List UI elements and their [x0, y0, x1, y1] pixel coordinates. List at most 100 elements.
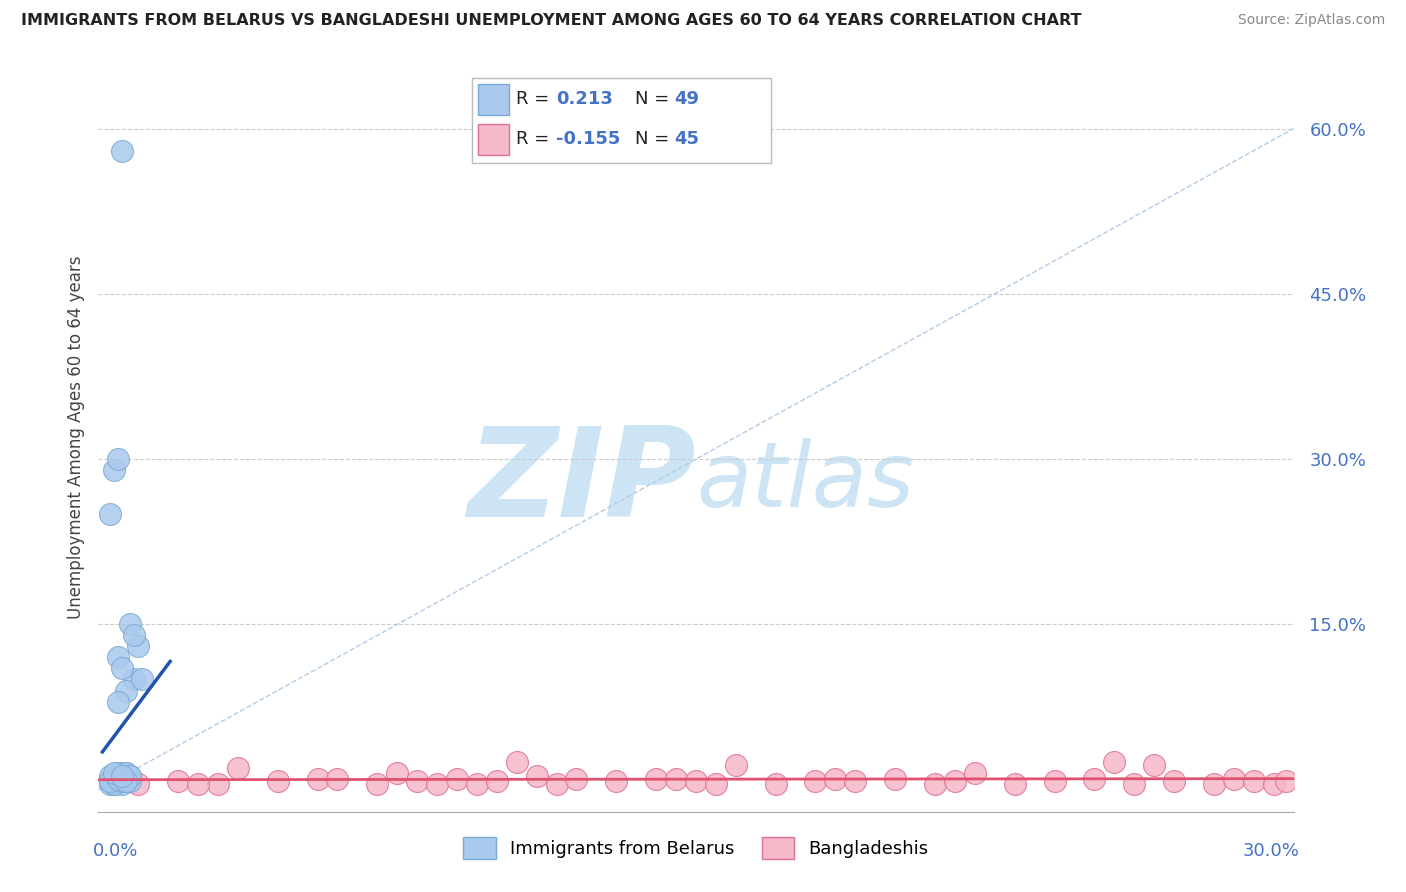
- Point: [1123, 777, 1146, 791]
- Point: [115, 773, 138, 788]
- Point: [884, 772, 907, 786]
- Point: [446, 772, 468, 786]
- Point: [1163, 773, 1185, 788]
- Point: [685, 773, 707, 788]
- Text: atlas: atlas: [696, 438, 914, 526]
- Point: [1083, 772, 1105, 786]
- Text: ZIP: ZIP: [467, 422, 696, 542]
- Point: [107, 769, 129, 783]
- Point: [426, 777, 449, 791]
- Point: [107, 694, 129, 708]
- Point: [103, 777, 125, 791]
- Point: [111, 144, 134, 158]
- Point: [565, 772, 588, 786]
- Point: [963, 766, 986, 780]
- Point: [1104, 755, 1126, 769]
- Point: [120, 617, 142, 632]
- Point: [111, 773, 134, 788]
- Point: [107, 772, 129, 786]
- Point: [111, 769, 134, 783]
- Point: [111, 766, 134, 780]
- Point: [326, 772, 349, 786]
- Point: [115, 683, 138, 698]
- Point: [506, 755, 529, 769]
- Point: [1043, 773, 1066, 788]
- Point: [107, 772, 129, 786]
- Point: [107, 452, 129, 467]
- Point: [115, 766, 138, 780]
- Point: [207, 777, 229, 791]
- Point: [115, 769, 138, 783]
- Point: [187, 777, 209, 791]
- Point: [824, 772, 846, 786]
- Point: [546, 777, 568, 791]
- Point: [107, 773, 129, 788]
- Legend: Immigrants from Belarus, Bangladeshis: Immigrants from Belarus, Bangladeshis: [456, 830, 936, 866]
- Point: [107, 650, 129, 665]
- Point: [1004, 777, 1026, 791]
- Point: [844, 773, 866, 788]
- Point: [111, 769, 134, 783]
- Point: [115, 773, 138, 788]
- Point: [1143, 758, 1166, 772]
- Point: [103, 772, 125, 786]
- Point: [1202, 777, 1225, 791]
- Point: [103, 766, 125, 780]
- Point: [111, 772, 134, 786]
- Point: [103, 773, 125, 788]
- Point: [765, 777, 787, 791]
- Point: [307, 772, 329, 786]
- Y-axis label: Unemployment Among Ages 60 to 64 years: Unemployment Among Ages 60 to 64 years: [66, 255, 84, 619]
- Point: [111, 777, 134, 791]
- Point: [98, 769, 122, 783]
- Point: [127, 640, 149, 654]
- Point: [120, 769, 142, 783]
- Point: [385, 766, 409, 780]
- Point: [127, 777, 149, 791]
- Point: [167, 773, 190, 788]
- Point: [1243, 773, 1265, 788]
- Point: [124, 673, 146, 687]
- Point: [120, 773, 142, 788]
- Point: [704, 777, 727, 791]
- Point: [1274, 773, 1296, 788]
- Point: [485, 773, 508, 788]
- Point: [107, 766, 129, 780]
- Point: [115, 772, 138, 786]
- Point: [526, 769, 548, 783]
- Point: [111, 772, 134, 786]
- Point: [131, 673, 153, 687]
- Point: [724, 758, 747, 772]
- Point: [1263, 777, 1285, 791]
- Point: [124, 628, 146, 642]
- Point: [107, 772, 129, 786]
- Point: [924, 777, 946, 791]
- Point: [111, 661, 134, 675]
- Point: [645, 772, 668, 786]
- Point: [226, 761, 249, 775]
- Point: [107, 772, 129, 786]
- Point: [103, 769, 125, 783]
- Point: [98, 777, 122, 791]
- Point: [665, 772, 688, 786]
- Point: [103, 463, 125, 477]
- Text: IMMIGRANTS FROM BELARUS VS BANGLADESHI UNEMPLOYMENT AMONG AGES 60 TO 64 YEARS CO: IMMIGRANTS FROM BELARUS VS BANGLADESHI U…: [21, 13, 1081, 29]
- Point: [267, 773, 290, 788]
- Point: [605, 773, 627, 788]
- Point: [406, 773, 429, 788]
- Point: [103, 772, 125, 786]
- Point: [111, 769, 134, 783]
- Point: [120, 769, 142, 783]
- Point: [98, 507, 122, 521]
- Point: [107, 773, 129, 788]
- Text: 30.0%: 30.0%: [1243, 842, 1299, 860]
- Point: [1223, 772, 1246, 786]
- Point: [943, 773, 966, 788]
- Point: [804, 773, 827, 788]
- Point: [98, 773, 122, 788]
- Text: Source: ZipAtlas.com: Source: ZipAtlas.com: [1237, 13, 1385, 28]
- Point: [465, 777, 488, 791]
- Point: [115, 766, 138, 780]
- Text: 0.0%: 0.0%: [93, 842, 138, 860]
- Point: [98, 773, 122, 788]
